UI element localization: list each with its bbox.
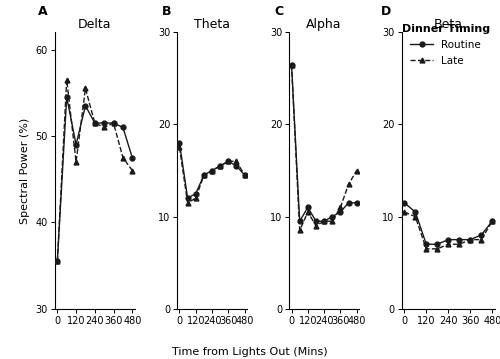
Late bbox=[120, 155, 126, 160]
Late bbox=[217, 164, 223, 168]
Late bbox=[82, 86, 88, 90]
Routine bbox=[412, 210, 418, 214]
Routine bbox=[73, 143, 79, 147]
Late bbox=[329, 219, 335, 223]
Late bbox=[54, 259, 60, 264]
Routine bbox=[288, 62, 294, 67]
Text: D: D bbox=[381, 5, 391, 18]
Y-axis label: Spectral Power (%): Spectral Power (%) bbox=[20, 117, 30, 224]
Routine bbox=[176, 141, 182, 145]
Late bbox=[402, 210, 407, 214]
Late bbox=[64, 78, 70, 82]
Routine bbox=[64, 95, 70, 99]
Routine bbox=[92, 121, 98, 125]
Late bbox=[242, 173, 248, 177]
Routine bbox=[217, 164, 223, 168]
Routine bbox=[490, 219, 496, 223]
Late bbox=[354, 168, 360, 173]
Late bbox=[110, 121, 116, 125]
Routine bbox=[101, 121, 107, 125]
Line: Late: Late bbox=[402, 210, 494, 251]
Routine bbox=[110, 121, 116, 125]
Title: Beta: Beta bbox=[434, 18, 463, 31]
Routine bbox=[434, 242, 440, 246]
Routine bbox=[321, 219, 327, 223]
Routine bbox=[354, 201, 360, 205]
Late bbox=[490, 219, 496, 223]
Late bbox=[434, 247, 440, 251]
Title: Delta: Delta bbox=[78, 18, 112, 31]
Late bbox=[446, 242, 452, 246]
Text: A: A bbox=[38, 5, 47, 18]
Routine bbox=[446, 238, 452, 242]
Routine bbox=[305, 205, 311, 210]
Line: Late: Late bbox=[177, 145, 247, 205]
Late bbox=[184, 201, 190, 205]
Late bbox=[346, 182, 352, 187]
Routine bbox=[193, 191, 199, 196]
Late bbox=[234, 159, 239, 163]
Late bbox=[338, 205, 344, 210]
Routine bbox=[234, 164, 239, 168]
Late bbox=[313, 224, 319, 228]
Routine bbox=[338, 210, 344, 214]
Routine bbox=[402, 201, 407, 205]
Title: Theta: Theta bbox=[194, 18, 230, 31]
Late bbox=[288, 62, 294, 67]
Text: B: B bbox=[162, 5, 172, 18]
Routine bbox=[54, 259, 60, 264]
Routine bbox=[201, 173, 207, 177]
Late bbox=[456, 242, 462, 246]
Late bbox=[412, 214, 418, 219]
Late bbox=[305, 210, 311, 214]
Late bbox=[130, 168, 136, 173]
Routine bbox=[226, 159, 232, 163]
Routine bbox=[424, 242, 430, 246]
Late bbox=[478, 238, 484, 242]
Line: Late: Late bbox=[55, 78, 134, 264]
Routine bbox=[346, 201, 352, 205]
Routine bbox=[296, 219, 302, 223]
Routine bbox=[313, 219, 319, 223]
Legend: Routine, Late: Routine, Late bbox=[402, 24, 490, 66]
Text: C: C bbox=[274, 5, 283, 18]
Line: Late: Late bbox=[289, 62, 359, 233]
Late bbox=[176, 145, 182, 150]
Text: Time from Lights Out (Mins): Time from Lights Out (Mins) bbox=[172, 348, 328, 358]
Routine bbox=[120, 125, 126, 130]
Routine bbox=[468, 238, 473, 242]
Routine bbox=[184, 196, 190, 200]
Late bbox=[92, 121, 98, 125]
Late bbox=[424, 247, 430, 251]
Late bbox=[209, 168, 215, 173]
Late bbox=[296, 228, 302, 233]
Late bbox=[226, 159, 232, 163]
Line: Routine: Routine bbox=[289, 62, 359, 224]
Line: Routine: Routine bbox=[177, 140, 247, 201]
Routine bbox=[456, 238, 462, 242]
Late bbox=[101, 125, 107, 130]
Late bbox=[73, 160, 79, 164]
Title: Alpha: Alpha bbox=[306, 18, 342, 31]
Late bbox=[321, 219, 327, 223]
Routine bbox=[209, 168, 215, 173]
Line: Routine: Routine bbox=[402, 200, 494, 247]
Late bbox=[468, 238, 473, 242]
Late bbox=[201, 173, 207, 177]
Routine bbox=[329, 214, 335, 219]
Routine bbox=[242, 173, 248, 177]
Routine bbox=[478, 233, 484, 237]
Late bbox=[193, 196, 199, 200]
Routine bbox=[82, 104, 88, 108]
Routine bbox=[130, 155, 136, 160]
Line: Routine: Routine bbox=[55, 95, 134, 264]
